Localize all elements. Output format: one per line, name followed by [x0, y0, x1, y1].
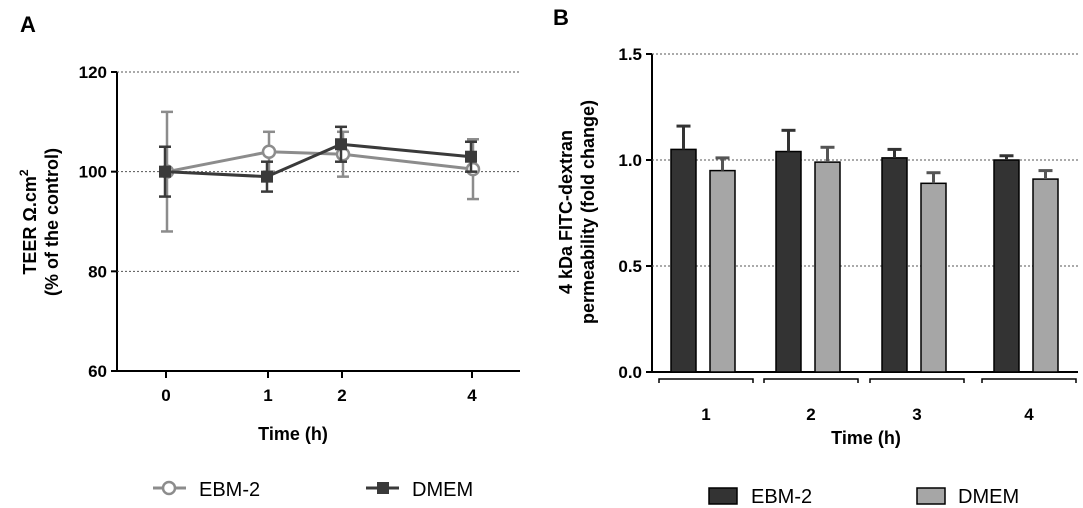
panel-a-legend: EBM-2 DMEM	[153, 479, 473, 501]
panel-a-point	[335, 138, 347, 151]
panel-b-bar	[993, 159, 1020, 373]
panel-b-y-title-line2: permeability (fold change)	[578, 100, 598, 324]
panel-b-y-tick-label: 0.5	[618, 257, 642, 276]
legend-b-dmem-label: DMEM	[958, 486, 1019, 508]
panel-a-x-tick-label: 0	[161, 386, 170, 405]
panel-a-y-axis-title: TEER Ω.cm2 (% of the control)	[17, 148, 62, 296]
panel-b-y-tick-label: 0.0	[618, 363, 642, 382]
panel-a-point	[261, 170, 273, 183]
panel-b-chart: Time (h) 4 kDa FITC-dextran permeability…	[556, 45, 1078, 448]
panel-b-bar	[814, 161, 841, 373]
panel-a-chart: Time (h) TEER Ω.cm2 (% of the control) 6…	[17, 63, 520, 444]
panel-b-group-bracket	[658, 378, 754, 383]
panel-a-y-title-line1: TEER Ω.cm2	[17, 169, 40, 274]
panel-b-y-axis-title: 4 kDa FITC-dextran permeability (fold ch…	[556, 100, 598, 324]
panel-b-letter: B	[553, 5, 569, 30]
legend-b-ebm2-label: EBM-2	[751, 486, 812, 508]
panel-b-x-tick-label: 3	[912, 405, 921, 424]
panel-a-x-tick-label: 2	[337, 386, 346, 405]
legend-b-dmem-swatch	[916, 487, 946, 505]
panel-b-bar	[920, 182, 947, 373]
panel-a-letter: A	[20, 12, 36, 37]
panel-a-y-tick-label: 60	[88, 362, 107, 381]
panel-b-y-tick-label: 1.5	[618, 45, 642, 64]
legend-a-dmem-marker	[366, 482, 399, 494]
legend-a-ebm2-label: EBM-2	[199, 479, 260, 501]
panel-a-series-line	[166, 150, 474, 174]
panel-b-bar	[775, 150, 802, 373]
legend-a-dmem-label: DMEM	[412, 479, 473, 501]
panel-b-legend: EBM-2 DMEM	[708, 486, 1019, 508]
panel-a-y-title-superscript: 2	[17, 169, 31, 176]
panel-a-y-title-line2: (% of the control)	[42, 148, 62, 296]
panel-a-point	[465, 150, 477, 163]
panel-b-x-tick-label: 2	[806, 405, 815, 424]
panel-a-x-tick-label: 1	[263, 386, 272, 405]
panel-a-y-tick-label: 100	[79, 163, 107, 182]
panel-b-group-bracket	[869, 378, 965, 383]
panel-b-bar	[1032, 178, 1059, 373]
panel-a-point	[159, 165, 171, 178]
panel-b-bar	[670, 148, 697, 373]
panel-b-x-tick-label: 4	[1024, 405, 1034, 424]
panel-b-x-axis-title: Time (h)	[831, 428, 901, 448]
panel-a-point	[465, 161, 481, 177]
panel-b-x-tick-label: 1	[701, 405, 710, 424]
panel-a-y-tick-label: 120	[79, 63, 107, 82]
panel-b-group-bracket	[981, 378, 1077, 383]
panel-b-bar	[709, 169, 736, 373]
panel-b-group-bracket	[763, 378, 859, 383]
panel-a-point	[261, 144, 277, 159]
panel-a-y-tick-label: 80	[88, 262, 107, 281]
panel-a-x-tick-label: 4	[467, 386, 477, 405]
panel-a-x-axis-title: Time (h)	[258, 424, 328, 444]
panel-b-y-tick-label: 1.0	[618, 151, 642, 170]
panel-b-y-title-line1: 4 kDa FITC-dextran	[556, 130, 576, 294]
panel-a-series-line	[164, 142, 472, 179]
legend-a-ebm2-marker	[153, 480, 186, 496]
panel-a-y-title-text: TEER Ω.cm	[20, 176, 40, 274]
panel-b-bar	[881, 157, 908, 373]
legend-b-ebm2-swatch	[708, 487, 738, 505]
